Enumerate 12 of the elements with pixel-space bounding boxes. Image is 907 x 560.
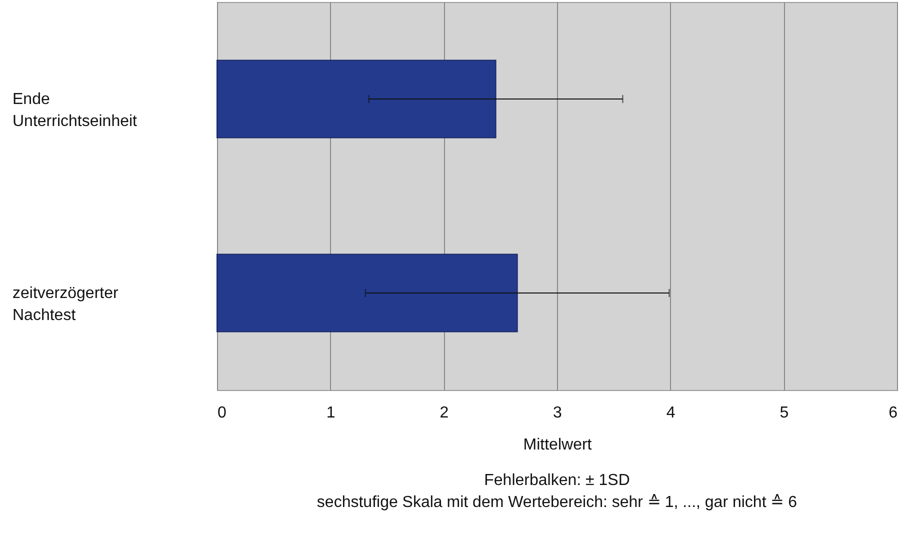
x-tick-label: 4 [666, 404, 676, 422]
y-tick-label: zeitverzögerter Nachtest [12, 285, 119, 324]
x-tick-label: 5 [780, 404, 789, 422]
x-axis-title: Mittelwert [523, 436, 592, 454]
text: Fehlerbalken: ± 1SD [483, 471, 631, 491]
x-tick-label: 3 [553, 404, 562, 422]
x-tick-label: 6 [888, 404, 898, 422]
y-tick-label: Ende Unterrichtseinheit [12, 91, 138, 130]
x-tick-label: 0 [218, 404, 226, 422]
x-tick-label: 1 [326, 404, 336, 422]
text: sechstufige Skala mit dem Wertebereich: sehr ≙ 1, ..., gar nicht ≙ 6 [316, 493, 798, 513]
x-tick-label: 2 [440, 404, 449, 422]
